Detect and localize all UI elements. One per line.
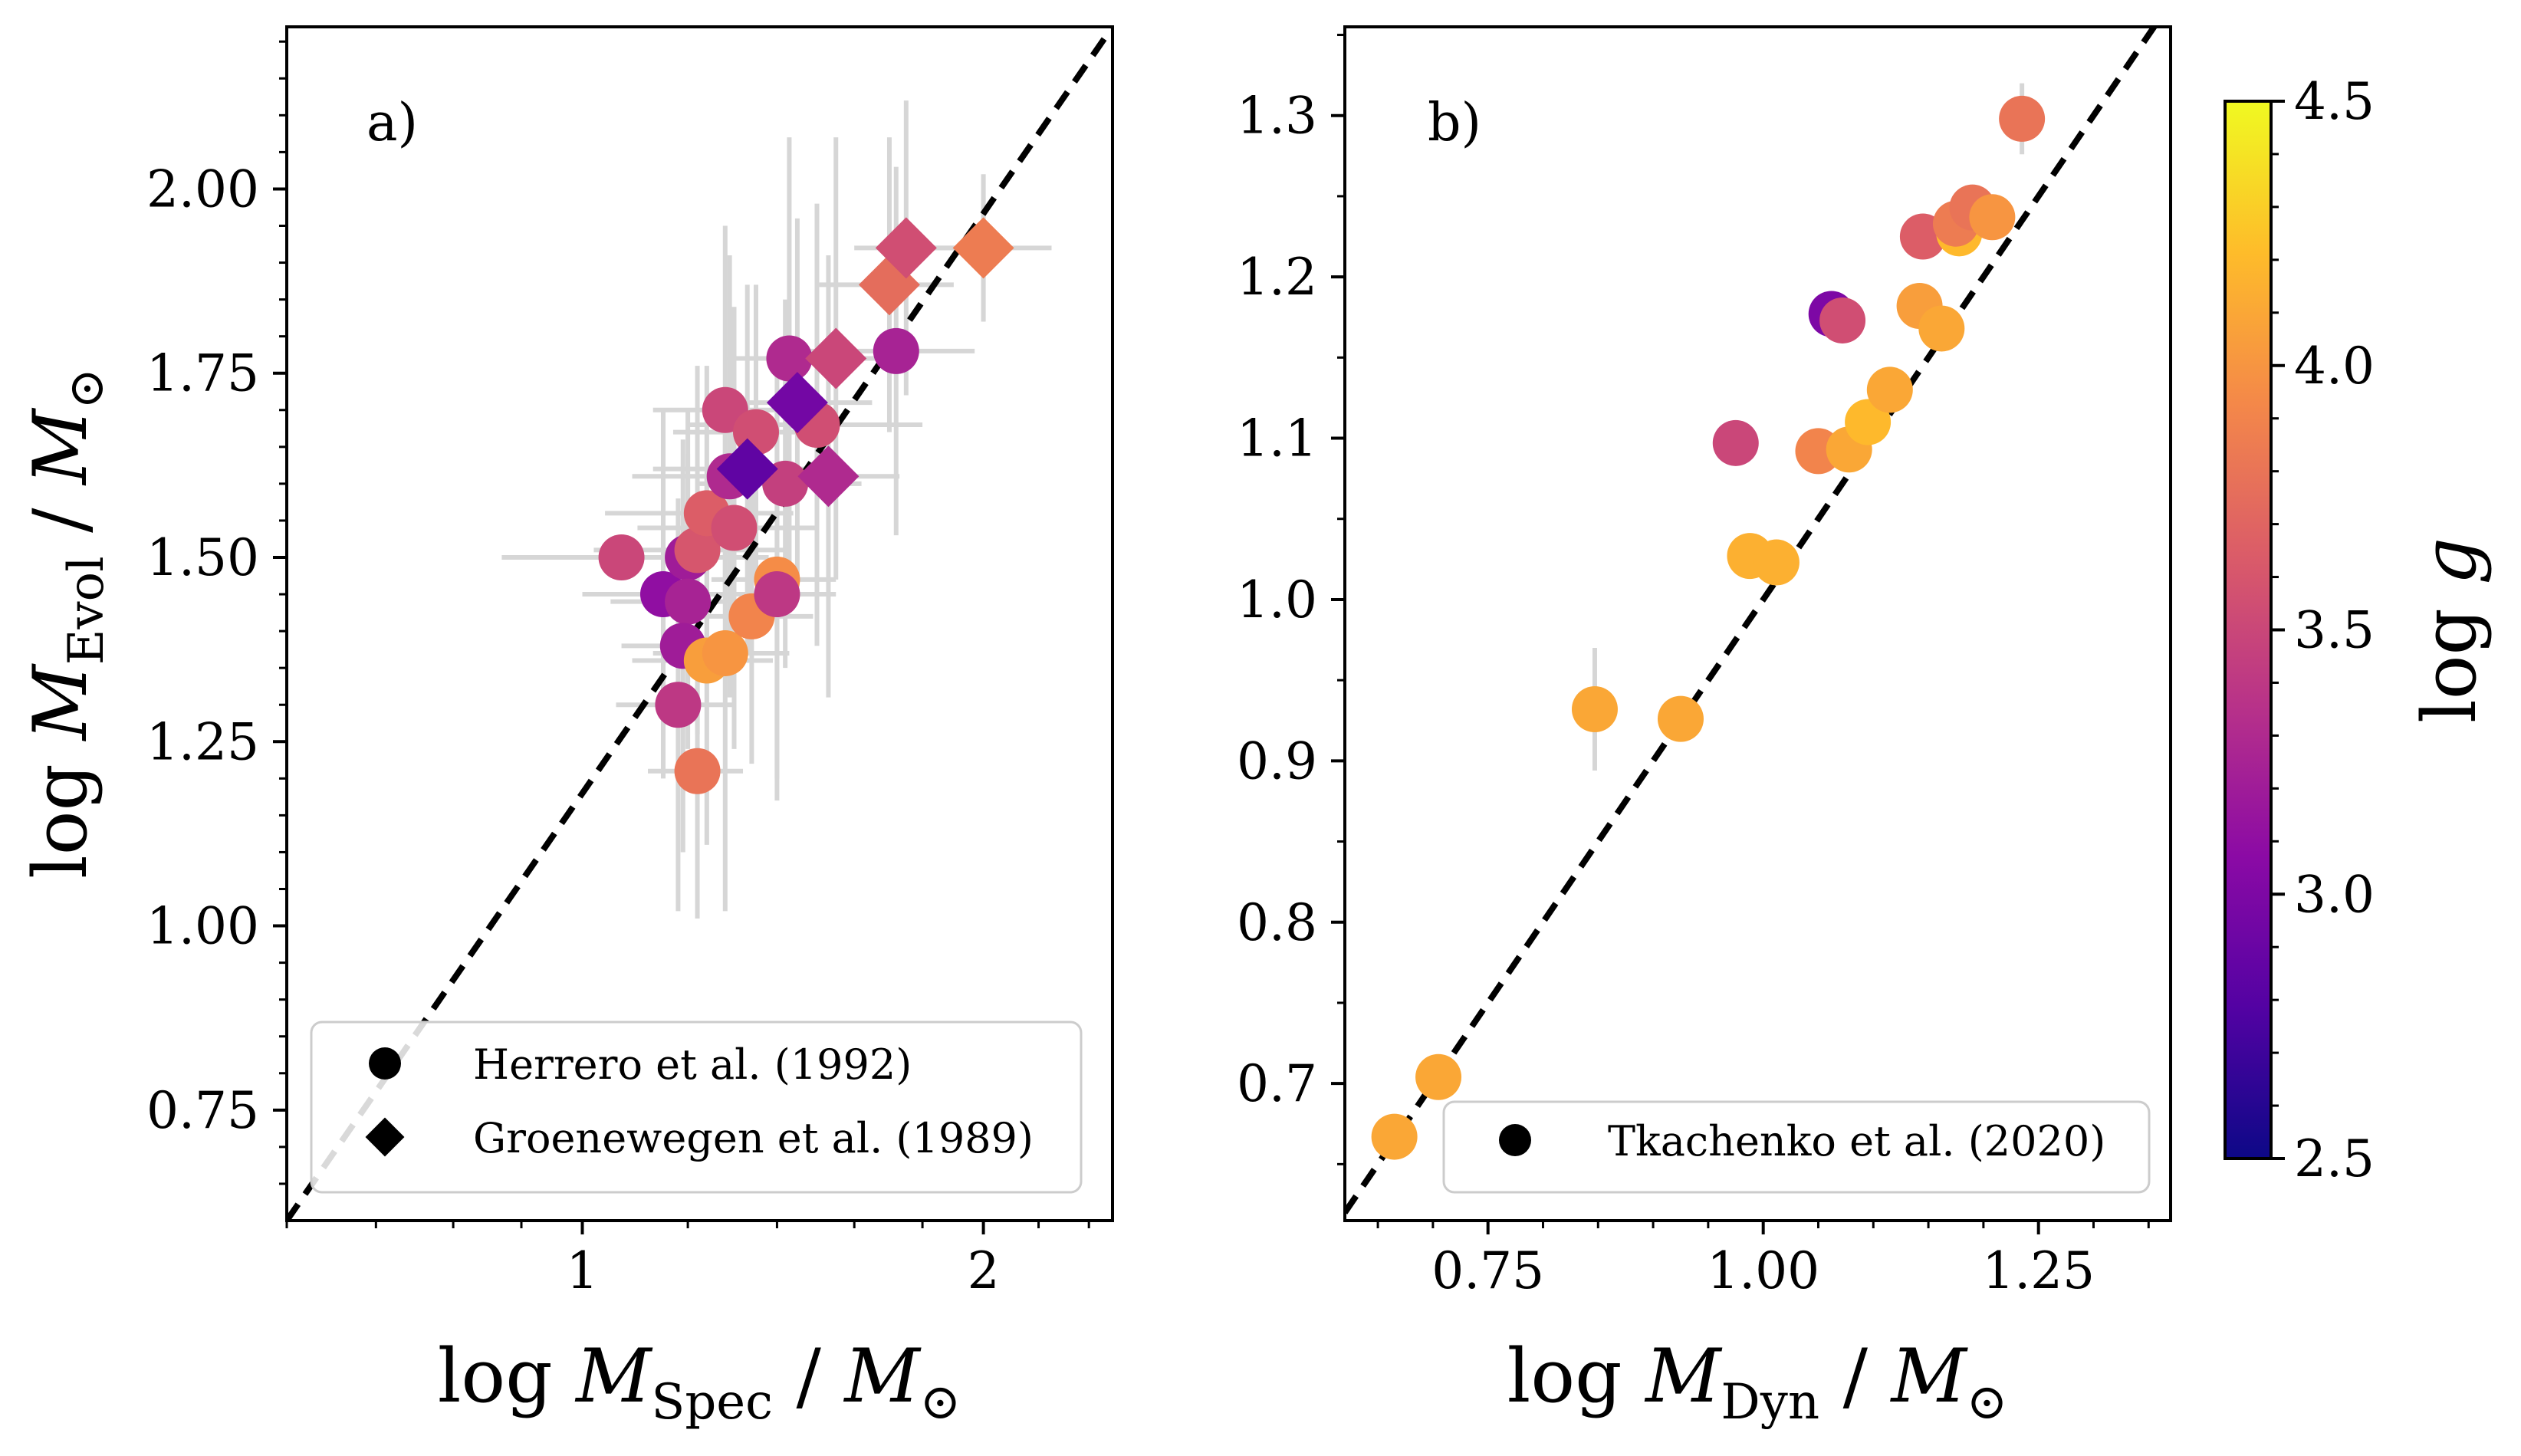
- data-point-circle: [655, 682, 702, 728]
- data-point-diamond: [805, 327, 867, 389]
- data-point-circle: [702, 629, 748, 676]
- data-point-circle: [674, 527, 721, 574]
- legend-diamond-marker: [365, 1117, 405, 1157]
- data-point-diamond: [797, 445, 860, 508]
- panel-a-ticks: 1 2 0.75 1.00 1.25 1.50 1.75 2.00: [146, 40, 1090, 1300]
- panel-a-ytick-label: 1.50: [146, 528, 259, 587]
- panel-b: 0.75 1.00 1.25 0.7 0.8 0.9 1.0 1.1 1.2 1.3 b) Tka…: [1237, 25, 2172, 1431]
- panel-b-ytick-label: 1.1: [1237, 409, 1317, 468]
- data-point-circle: [665, 578, 712, 625]
- panel-b-ytick-label: 1.2: [1237, 248, 1317, 307]
- one-to-one-line: [1345, 27, 2158, 1214]
- panel-a-ytick-label: 2.00: [146, 159, 259, 219]
- panel-b-one-to-one-line: [1345, 27, 2158, 1214]
- data-point-circle: [1999, 95, 2046, 142]
- colorbar-tick-label: 3.5: [2294, 601, 2375, 660]
- data-point-circle: [766, 335, 813, 382]
- panel-a-xlabel: log MSpec / M⊙: [438, 1333, 961, 1431]
- data-point-diamond: [766, 372, 828, 434]
- colorbar-tick-label: 4.0: [2294, 337, 2375, 396]
- data-point-circle: [1866, 366, 1913, 413]
- panel-b-ytick-label: 0.7: [1237, 1054, 1317, 1113]
- panel-b-legend: Tkachenko et al. (2020): [1442, 1100, 2151, 1194]
- panel-a-xtick-label: 2: [968, 1241, 1000, 1300]
- panel-a-ytick-label: 0.75: [146, 1081, 259, 1140]
- data-point-circle: [1571, 686, 1618, 733]
- panel-b-ytick-label: 0.8: [1237, 893, 1317, 952]
- data-point-circle: [711, 505, 758, 551]
- panel-b-xtick-label: 1.25: [1982, 1241, 2095, 1300]
- legend-circle-marker: [369, 1047, 401, 1080]
- colorbar-label: log g: [2407, 537, 2493, 723]
- colorbar-tick-label: 4.5: [2294, 72, 2375, 131]
- panel-a-frame: [285, 25, 1114, 1222]
- data-point-circle: [1415, 1053, 1462, 1100]
- panel-a-ytick-label: 1.00: [146, 897, 259, 956]
- panel-a-points: [598, 217, 1014, 794]
- data-point-circle: [1918, 305, 1965, 352]
- panel-a-legend: Herrero et al. (1992) Groenewegen et al.…: [310, 1021, 1083, 1194]
- data-point-circle: [598, 534, 645, 580]
- panel-b-ytick-label: 1.0: [1237, 570, 1317, 629]
- panel-b-ytick-label: 1.3: [1237, 87, 1317, 146]
- panel-a-xtick-label: 1: [567, 1241, 599, 1300]
- panel-b-label: b): [1428, 93, 1481, 153]
- legend-label-groenewegen: Groenewegen et al. (1989): [473, 1114, 1034, 1162]
- panel-a-ytick-label: 1.75: [146, 344, 259, 403]
- panel-b-points: [1371, 95, 2046, 1160]
- legend-circle-marker: [1499, 1124, 1531, 1156]
- panel-b-ticks: 0.75 1.00 1.25 0.7 0.8 0.9 1.0 1.1 1.2 1.3: [1237, 34, 2150, 1300]
- panel-a-ylabel: log MEvol / M⊙: [18, 368, 115, 879]
- data-point-circle: [1371, 1113, 1418, 1160]
- data-point-diamond: [716, 438, 778, 500]
- panel-b-xtick-label: 0.75: [1431, 1241, 1544, 1300]
- data-point-circle: [1753, 539, 1800, 586]
- legend-label-herrero: Herrero et al. (1992): [473, 1040, 912, 1089]
- panel-b-xlabel: log MDyn / M⊙: [1507, 1333, 2008, 1431]
- data-point-circle: [873, 327, 919, 374]
- panel-a-ytick-label: 1.25: [146, 712, 259, 771]
- colorbar-gradient: [2224, 100, 2273, 1160]
- colorbar-ticks: 2.5 3.0 3.5 4.0 4.5: [2271, 72, 2375, 1188]
- data-point-circle: [1819, 297, 1866, 343]
- panel-b-xtick-label: 1.00: [1707, 1241, 1819, 1300]
- data-point-circle: [674, 748, 721, 794]
- legend-label-tkachenko: Tkachenko et al. (2020): [1608, 1117, 2105, 1165]
- data-point-circle: [754, 571, 800, 618]
- data-point-circle: [1969, 194, 2016, 241]
- colorbar-tick-label: 2.5: [2294, 1129, 2375, 1188]
- data-point-circle: [1712, 419, 1759, 466]
- data-point-diamond: [952, 217, 1014, 279]
- data-point-circle: [1657, 695, 1704, 742]
- colorbar: 2.5 3.0 3.5 4.0 4.5 log g: [2224, 72, 2493, 1188]
- data-point-circle: [1845, 399, 1892, 445]
- panel-b-ytick-label: 0.9: [1237, 731, 1317, 790]
- panel-a-label: a): [366, 93, 418, 153]
- colorbar-tick-label: 3.0: [2294, 865, 2375, 924]
- panel-a: 1 2 0.75 1.00 1.25 1.50 1.75 2.00 a) Herrero et…: [18, 25, 1114, 1431]
- panel-b-frame: [1343, 25, 2172, 1222]
- data-point-diamond: [875, 217, 937, 279]
